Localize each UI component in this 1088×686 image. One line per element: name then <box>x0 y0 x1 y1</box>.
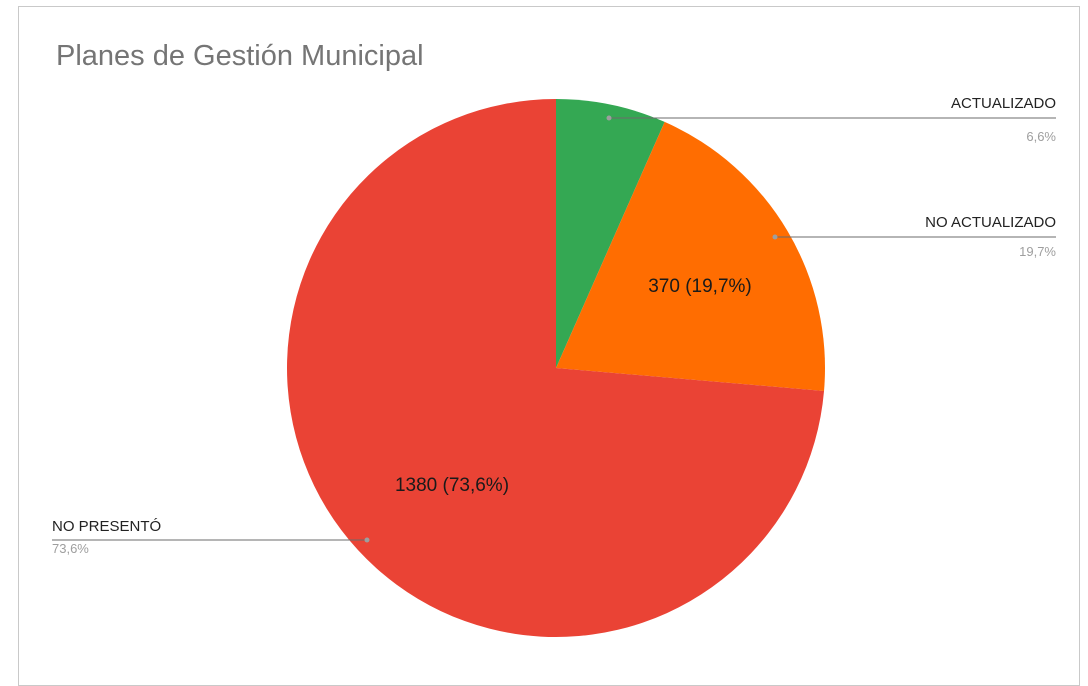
legend-percent: 73,6% <box>52 541 89 556</box>
slice-value-label: 370 (19,7%) <box>648 276 752 297</box>
callout-dot <box>772 234 778 240</box>
legend-percent: 6,6% <box>1026 129 1056 144</box>
callout-dot <box>606 115 612 121</box>
legend-label: NO PRESENTÓ <box>52 518 161 535</box>
pie-slice-no-present <box>287 99 825 637</box>
pie-slice-actualizado <box>556 99 665 368</box>
pie-slice-no-actualizado <box>556 121 826 391</box>
slice-value-label: 1380 (73,6%) <box>395 475 509 496</box>
chart-title: Planes de Gestión Municipal <box>56 40 424 72</box>
callout-dot <box>364 537 370 543</box>
pie-chart: 370 (19,7%) 1380 (73,6%) ACTUALIZADO 6,6% NO… <box>52 95 1056 637</box>
legend-percent: 19,7% <box>1019 244 1056 259</box>
legend-label: NO ACTUALIZADO <box>925 214 1056 231</box>
legend-label: ACTUALIZADO <box>951 95 1056 112</box>
